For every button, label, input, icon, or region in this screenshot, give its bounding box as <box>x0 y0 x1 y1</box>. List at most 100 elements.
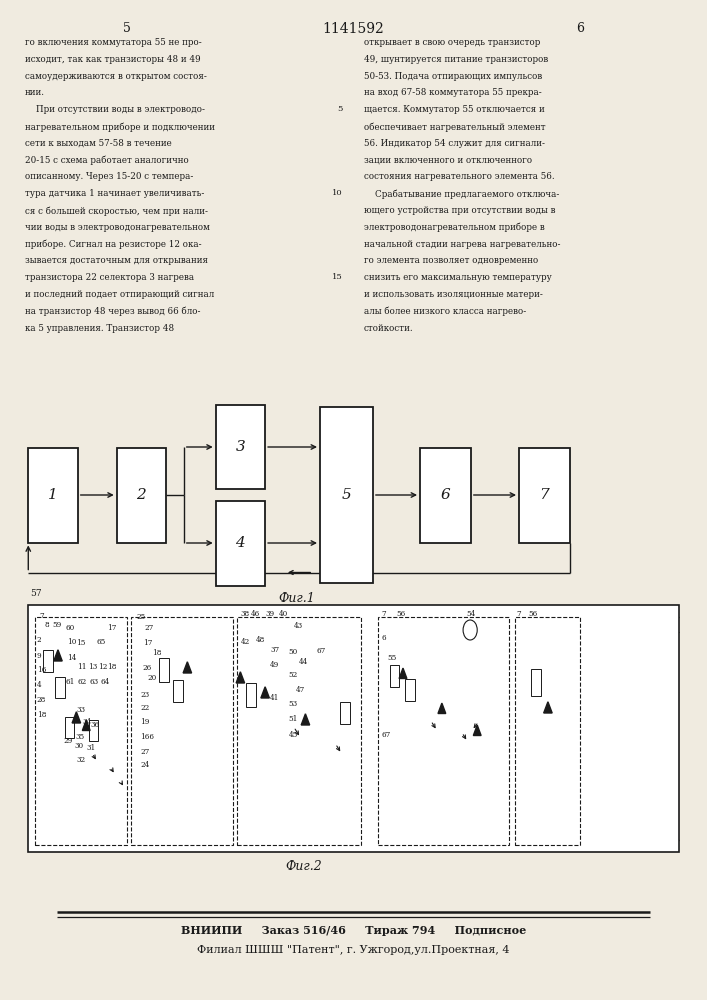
Text: 36: 36 <box>90 721 100 729</box>
Text: снизить его максимальную температуру: снизить его максимальную температуру <box>364 273 552 282</box>
Text: 15: 15 <box>76 639 86 647</box>
Text: 8: 8 <box>45 621 49 629</box>
Text: 6: 6 <box>440 488 450 502</box>
Polygon shape <box>236 672 245 683</box>
Text: 44: 44 <box>298 658 308 666</box>
Bar <box>216 500 265 585</box>
Text: 39: 39 <box>265 610 274 618</box>
Text: 2: 2 <box>136 488 146 502</box>
Text: зывается достаточным для открывания: зывается достаточным для открывания <box>25 256 208 265</box>
Text: 60: 60 <box>65 624 74 632</box>
Bar <box>35 617 127 845</box>
Polygon shape <box>399 668 407 678</box>
Bar <box>531 669 541 696</box>
Text: 28: 28 <box>37 696 46 704</box>
Text: 7: 7 <box>516 610 521 618</box>
Text: 5: 5 <box>341 488 351 502</box>
Text: Фиг.1: Фиг.1 <box>279 592 315 605</box>
Text: го включения коммутатора 55 не про-: го включения коммутатора 55 не про- <box>25 38 201 47</box>
Text: 22: 22 <box>140 704 149 712</box>
Bar <box>515 617 580 845</box>
Text: При отсутствии воды в электроводо-: При отсутствии воды в электроводо- <box>25 105 205 114</box>
Text: 50: 50 <box>288 648 298 656</box>
Text: 43: 43 <box>293 622 303 630</box>
Text: 3: 3 <box>235 440 245 454</box>
Text: 1141592: 1141592 <box>322 22 385 36</box>
Text: 5: 5 <box>123 22 132 35</box>
Text: 12: 12 <box>98 663 107 671</box>
Bar <box>378 617 509 845</box>
Polygon shape <box>54 650 62 661</box>
Text: 40: 40 <box>279 610 288 618</box>
Text: 33: 33 <box>76 706 86 714</box>
Text: ка 5 управления. Транзистор 48: ка 5 управления. Транзистор 48 <box>25 324 174 333</box>
Text: 19: 19 <box>140 718 149 726</box>
Text: 10: 10 <box>332 189 343 197</box>
Text: 49: 49 <box>270 661 279 669</box>
Bar <box>390 665 399 687</box>
Text: 17: 17 <box>107 624 117 632</box>
Text: 11: 11 <box>77 663 86 671</box>
Text: 6: 6 <box>382 634 387 642</box>
Text: исходит, так как транзисторы 48 и 49: исходит, так как транзисторы 48 и 49 <box>25 55 200 64</box>
Text: 10: 10 <box>67 638 76 646</box>
Text: ющего устройства при отсутствии воды в: ющего устройства при отсутствии воды в <box>364 206 556 215</box>
Text: зации включенного и отключенного: зации включенного и отключенного <box>364 156 532 165</box>
Bar <box>420 448 471 542</box>
Text: 29: 29 <box>64 737 73 745</box>
Text: 9: 9 <box>37 652 42 660</box>
Polygon shape <box>72 712 81 723</box>
Bar <box>131 617 233 845</box>
Text: 42: 42 <box>240 638 250 646</box>
Polygon shape <box>438 703 445 713</box>
Bar <box>216 404 265 489</box>
Text: приборе. Сигнал на резисторе 12 ока-: приборе. Сигнал на резисторе 12 ока- <box>25 240 201 249</box>
Text: 7: 7 <box>539 488 549 502</box>
Text: электроводонагревательном приборе в: электроводонагревательном приборе в <box>364 223 545 232</box>
Text: 7: 7 <box>382 610 387 618</box>
Text: 64: 64 <box>100 678 110 686</box>
Text: 18: 18 <box>152 649 161 657</box>
Text: начальной стадии нагрева нагревательно-: начальной стадии нагрева нагревательно- <box>364 240 561 249</box>
Polygon shape <box>183 662 192 673</box>
Bar <box>406 679 414 701</box>
Text: 45: 45 <box>288 731 298 739</box>
Text: тура датчика 1 начинает увеличивать-: тура датчика 1 начинает увеличивать- <box>25 189 204 198</box>
Text: нагревательном приборе и подключении: нагревательном приборе и подключении <box>25 122 215 131</box>
Text: 14: 14 <box>67 654 76 662</box>
Bar <box>320 408 373 582</box>
Text: 62: 62 <box>77 678 86 686</box>
Text: 46: 46 <box>251 610 260 618</box>
Text: и использовать изоляционные матери-: и использовать изоляционные матери- <box>364 290 543 299</box>
Text: 38: 38 <box>240 610 250 618</box>
Text: щается. Коммутатор 55 отключается и: щается. Коммутатор 55 отключается и <box>364 105 545 114</box>
Text: 166: 166 <box>140 733 154 741</box>
Text: 51: 51 <box>288 715 298 723</box>
Text: нии.: нии. <box>25 88 45 97</box>
Text: 41: 41 <box>270 694 279 702</box>
Text: ВНИИПИ     Заказ 516/46     Тираж 794     Подписное: ВНИИПИ Заказ 516/46 Тираж 794 Подписное <box>181 925 526 936</box>
Text: 54: 54 <box>467 610 476 618</box>
Bar <box>89 720 98 741</box>
Bar <box>246 683 256 707</box>
Text: 17: 17 <box>143 639 152 647</box>
Polygon shape <box>261 687 269 698</box>
Text: 23: 23 <box>140 691 149 699</box>
Text: 24: 24 <box>140 761 149 769</box>
Text: описанному. Через 15-20 с темпера-: описанному. Через 15-20 с темпера- <box>25 172 193 181</box>
Text: 55: 55 <box>387 654 397 662</box>
Polygon shape <box>301 714 310 725</box>
Text: обеспечивает нагревательный элемент: обеспечивает нагревательный элемент <box>364 122 546 131</box>
Text: 65: 65 <box>97 638 106 646</box>
Text: 30: 30 <box>74 742 83 750</box>
Bar <box>159 658 169 682</box>
Text: 1: 1 <box>48 488 58 502</box>
Text: состояния нагревательного элемента 56.: состояния нагревательного элемента 56. <box>364 172 555 181</box>
Bar <box>43 650 53 672</box>
Text: 37: 37 <box>270 646 279 654</box>
Text: 53: 53 <box>288 700 298 708</box>
Text: 34: 34 <box>83 718 92 726</box>
Text: го элемента позволяет одновременно: го элемента позволяет одновременно <box>364 256 538 265</box>
Text: 67: 67 <box>317 647 326 655</box>
Text: стойкости.: стойкости. <box>364 324 414 333</box>
